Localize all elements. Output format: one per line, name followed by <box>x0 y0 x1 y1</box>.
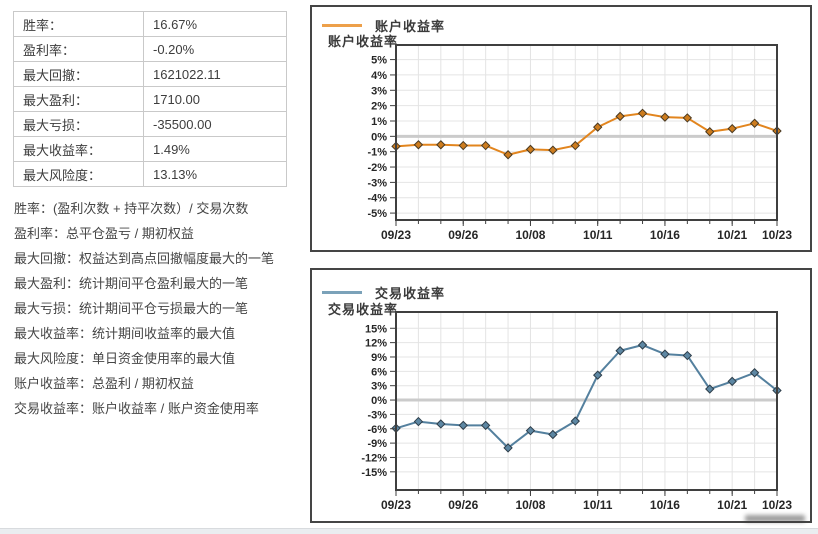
stats-row: 胜率： 16.67% <box>13 11 287 37</box>
svg-text:-3%: -3% <box>367 409 387 421</box>
trade-return-chart: 交易收益率 交易收益率 15% 12% 9% 6% 3% 0% -3% -6% -9% -12% -… <box>310 268 812 523</box>
stats-row: 最大亏损： -35500.00 <box>13 111 287 137</box>
legend-line-swatch <box>322 24 362 27</box>
y-axis-title: 账户收益率 <box>328 34 399 49</box>
stats-row: 盈利率： -0.20% <box>13 36 287 62</box>
stats-row: 最大风险度： 13.13% <box>13 161 287 187</box>
stats-row: 最大收益率： 1.49% <box>13 136 287 162</box>
watermark-smudge <box>745 515 805 522</box>
svg-text:10/23: 10/23 <box>762 228 792 242</box>
definition-line: 盈利率：总平仓盈亏 / 期初权益 <box>14 226 194 241</box>
stat-label: 胜率： <box>13 11 144 37</box>
svg-text:3%: 3% <box>371 85 387 97</box>
stat-value: 1710.00 <box>143 86 287 112</box>
svg-text:9%: 9% <box>371 352 387 364</box>
chart-canvas: 5% 4% 3% 2% 1% 0% -1% -2% -3% -4% -5% 09/23 09/26 10/… <box>367 44 792 242</box>
page-bottom-strip <box>0 528 818 534</box>
svg-text:10/21: 10/21 <box>717 228 747 242</box>
y-axis-title: 交易收益率 <box>328 302 399 317</box>
svg-text:10/08: 10/08 <box>515 228 545 242</box>
legend-label: 交易收益率 <box>375 286 446 301</box>
stat-label: 最大回撤： <box>13 61 144 87</box>
svg-text:-3%: -3% <box>367 177 387 189</box>
definition-line: 最大回撤：权益达到高点回撤幅度最大的一笔 <box>14 251 275 266</box>
definition-line: 胜率：(盈利次数 + 持平次数）/ 交易次数 <box>14 201 249 216</box>
stats-row: 最大回撤： 1621022.11 <box>13 61 287 87</box>
stat-value: 1621022.11 <box>143 61 287 87</box>
svg-text:4%: 4% <box>371 70 387 82</box>
svg-text:6%: 6% <box>371 366 387 378</box>
definition-line: 最大亏损：统计期间平仓亏损最大的一笔 <box>14 301 249 316</box>
svg-text:10/08: 10/08 <box>515 498 545 512</box>
chart-canvas: 15% 12% 9% 6% 3% 0% -3% -6% -9% -12% -15% 09/23 09/2… <box>361 311 792 512</box>
definition-line: 最大收益率：统计期间收益率的最大值 <box>14 326 236 341</box>
stat-value: 13.13% <box>143 161 287 187</box>
stat-value: 1.49% <box>143 136 287 162</box>
svg-text:09/26: 09/26 <box>448 228 478 242</box>
definition-line: 最大盈利：统计期间平仓盈利最大的一笔 <box>14 276 249 291</box>
svg-text:09/23: 09/23 <box>381 228 411 242</box>
legend-line-swatch <box>322 291 362 294</box>
legend: 账户收益率 <box>322 16 445 35</box>
svg-text:-1%: -1% <box>367 147 387 159</box>
svg-text:2%: 2% <box>371 101 387 113</box>
svg-text:-4%: -4% <box>367 193 387 205</box>
svg-text:15%: 15% <box>365 323 387 335</box>
definition-line: 最大风险度：单日资金使用率的最大值 <box>14 351 236 366</box>
svg-text:10/21: 10/21 <box>717 498 747 512</box>
stat-label: 最大风险度： <box>13 161 144 187</box>
stat-value: -0.20% <box>143 36 287 62</box>
stat-value: -35500.00 <box>143 111 287 137</box>
svg-text:-5%: -5% <box>367 208 387 220</box>
legend-label: 账户收益率 <box>375 19 446 34</box>
stats-row: 最大盈利： 1710.00 <box>13 86 287 112</box>
svg-text:5%: 5% <box>371 55 387 67</box>
svg-text:0%: 0% <box>371 395 387 407</box>
account-return-chart: 账户收益率 账户收益率 5% 4% 3% 2% 1% 0% -1% -2% -3% -4% -5% 0… <box>310 5 812 252</box>
svg-text:-6%: -6% <box>367 424 387 436</box>
svg-text:-12%: -12% <box>361 452 387 464</box>
svg-text:3%: 3% <box>371 381 387 393</box>
svg-text:10/11: 10/11 <box>583 498 613 512</box>
stat-value: 16.67% <box>143 11 287 37</box>
svg-text:1%: 1% <box>371 116 387 128</box>
svg-text:10/16: 10/16 <box>650 498 680 512</box>
svg-text:12%: 12% <box>365 338 387 350</box>
svg-text:-15%: -15% <box>361 467 387 479</box>
stat-label: 最大亏损： <box>13 111 144 137</box>
stats-table: 胜率： 16.67% 盈利率： -0.20% 最大回撤： 1621022.11 … <box>13 11 287 187</box>
svg-text:-9%: -9% <box>367 438 387 450</box>
stat-label: 盈利率： <box>13 36 144 62</box>
stat-label: 最大收益率： <box>13 136 144 162</box>
definition-line: 交易收益率：账户收益率 / 账户资金使用率 <box>14 401 259 416</box>
svg-text:10/11: 10/11 <box>583 228 613 242</box>
svg-text:09/26: 09/26 <box>448 498 478 512</box>
svg-text:0%: 0% <box>371 131 387 143</box>
svg-text:09/23: 09/23 <box>381 498 411 512</box>
svg-text:10/16: 10/16 <box>650 228 680 242</box>
metric-definitions: 胜率：(盈利次数 + 持平次数）/ 交易次数 盈利率：总平仓盈亏 / 期初权益 … <box>14 196 274 421</box>
svg-text:10/23: 10/23 <box>762 498 792 512</box>
svg-text:-2%: -2% <box>367 162 387 174</box>
definition-line: 账户收益率：总盈利 / 期初权益 <box>14 376 194 391</box>
legend: 交易收益率 <box>322 283 445 302</box>
stat-label: 最大盈利： <box>13 86 144 112</box>
